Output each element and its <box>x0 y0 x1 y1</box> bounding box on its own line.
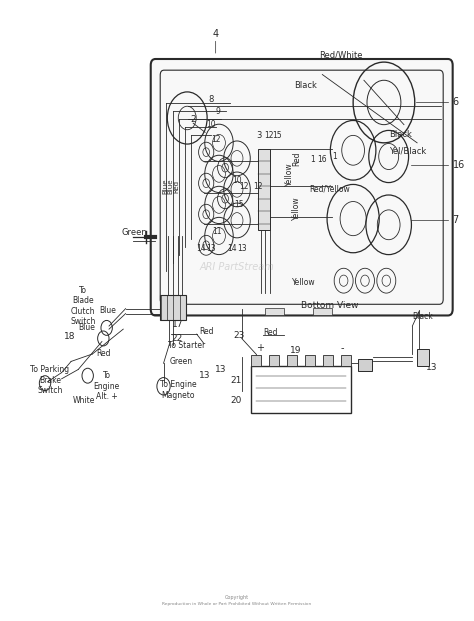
Text: Green: Green <box>170 357 193 366</box>
Text: 13: 13 <box>237 244 246 253</box>
Text: 16: 16 <box>453 160 465 170</box>
Bar <box>323 355 333 366</box>
Text: 3: 3 <box>256 131 262 140</box>
Text: 7: 7 <box>453 215 459 225</box>
Text: Black: Black <box>412 312 433 321</box>
Text: Bottom View: Bottom View <box>301 301 358 310</box>
Text: Red: Red <box>292 151 301 166</box>
Text: +: + <box>256 343 264 353</box>
Bar <box>258 149 270 230</box>
Text: 12: 12 <box>254 182 263 191</box>
Text: -: - <box>340 343 344 353</box>
Text: 19: 19 <box>290 347 302 355</box>
Text: 1: 1 <box>310 155 315 164</box>
Text: 1: 1 <box>332 152 337 161</box>
Text: 23: 23 <box>233 331 245 340</box>
Text: 9: 9 <box>216 107 220 116</box>
Text: To Starter: To Starter <box>168 342 205 350</box>
Text: Red: Red <box>199 327 213 336</box>
Text: Black: Black <box>294 81 317 90</box>
Text: 10: 10 <box>206 120 216 129</box>
Text: Copyright: Copyright <box>225 595 249 600</box>
Text: Yellow: Yellow <box>285 162 293 186</box>
Text: 13: 13 <box>215 365 226 374</box>
Text: Yel/Black: Yel/Black <box>389 147 426 155</box>
Text: 16: 16 <box>318 155 327 164</box>
Text: 15: 15 <box>235 201 244 209</box>
Text: Blue: Blue <box>168 179 173 194</box>
Bar <box>265 308 284 315</box>
Text: 22: 22 <box>172 334 183 343</box>
Text: To
Blade
Clutch
Switch: To Blade Clutch Switch <box>70 286 96 326</box>
Text: Yellow: Yellow <box>292 278 315 287</box>
Text: Reproduction in Whole or Part Prohibited Without Written Permission: Reproduction in Whole or Part Prohibited… <box>163 602 311 605</box>
Text: To Engine
Magneto: To Engine Magneto <box>160 380 197 400</box>
Text: White: White <box>73 396 96 405</box>
Text: Yellow: Yellow <box>292 196 301 220</box>
Text: Blue: Blue <box>78 324 95 332</box>
Text: 2: 2 <box>191 115 196 124</box>
Bar <box>269 355 279 366</box>
Text: 14: 14 <box>196 244 206 253</box>
Text: 20: 20 <box>230 396 242 405</box>
Text: 14: 14 <box>228 244 237 253</box>
Text: 17: 17 <box>172 320 183 329</box>
Text: 10: 10 <box>232 176 242 184</box>
Bar <box>341 355 351 366</box>
Text: To
Engine
Alt. +: To Engine Alt. + <box>93 371 120 401</box>
Bar <box>251 355 261 366</box>
Text: 15: 15 <box>273 131 282 140</box>
Text: 13: 13 <box>199 371 210 380</box>
Text: ARI PartStream: ARI PartStream <box>200 262 274 272</box>
Text: Green: Green <box>121 229 147 237</box>
Text: Red/Yellow: Red/Yellow <box>309 185 350 194</box>
Text: 18: 18 <box>64 332 76 341</box>
Bar <box>305 355 315 366</box>
Bar <box>417 349 429 366</box>
Text: 13: 13 <box>207 244 216 253</box>
Text: 11: 11 <box>212 227 221 235</box>
Text: 13: 13 <box>426 363 437 372</box>
Text: 21: 21 <box>230 376 242 385</box>
Text: Red: Red <box>96 350 110 358</box>
Text: Red: Red <box>263 328 277 337</box>
Text: 12: 12 <box>264 131 274 140</box>
Bar <box>287 355 297 366</box>
Text: 12: 12 <box>211 135 220 144</box>
Text: 12: 12 <box>239 182 249 191</box>
Text: 6: 6 <box>453 97 459 107</box>
Text: Red/White: Red/White <box>319 50 363 59</box>
Text: 8: 8 <box>208 95 214 104</box>
FancyBboxPatch shape <box>151 59 453 315</box>
Bar <box>313 308 332 315</box>
Bar <box>358 359 372 371</box>
Text: Black: Black <box>389 130 411 139</box>
Text: Blue: Blue <box>162 179 168 194</box>
Bar <box>251 366 351 413</box>
Text: To Parking
Brake
Switch: To Parking Brake Switch <box>30 365 69 395</box>
Text: Red: Red <box>173 180 179 193</box>
Text: 4: 4 <box>213 29 219 39</box>
Text: Blue: Blue <box>100 306 117 315</box>
Bar <box>160 295 186 320</box>
